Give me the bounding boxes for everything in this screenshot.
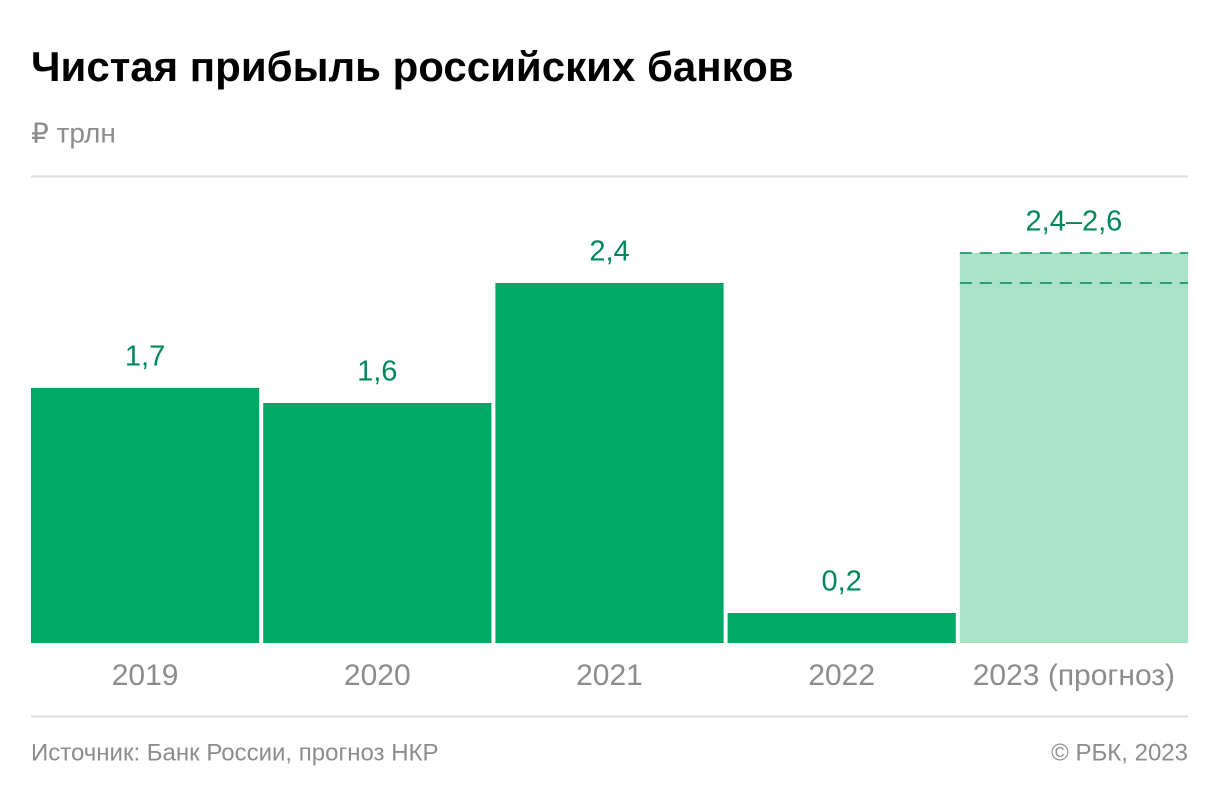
forecast-label: 2,4–2,6 [1026,206,1123,238]
bar [31,388,260,643]
value-label: 1,6 [357,356,397,388]
x-tick-label: 2020 [344,659,411,692]
bar [263,403,492,643]
copyright: © РБК, 2023 [1051,739,1188,766]
bar [727,613,956,643]
x-tick-label: 2019 [112,659,179,692]
forecast-bar [959,253,1188,643]
value-label: 2,4 [589,236,629,268]
value-label: 1,7 [125,341,165,373]
source: Источник: Банк России, прогноз НКР [31,739,439,766]
x-tick-label: 2022 [808,659,875,692]
value-label: 0,2 [822,566,862,598]
x-tick-label: 2023 (прогноз) [973,659,1175,692]
chart-subtitle: ₽ трлн [31,117,116,148]
bar [495,283,724,643]
chart-title: Чистая прибыль российских банков [31,43,794,90]
x-tick-label: 2021 [576,659,643,692]
